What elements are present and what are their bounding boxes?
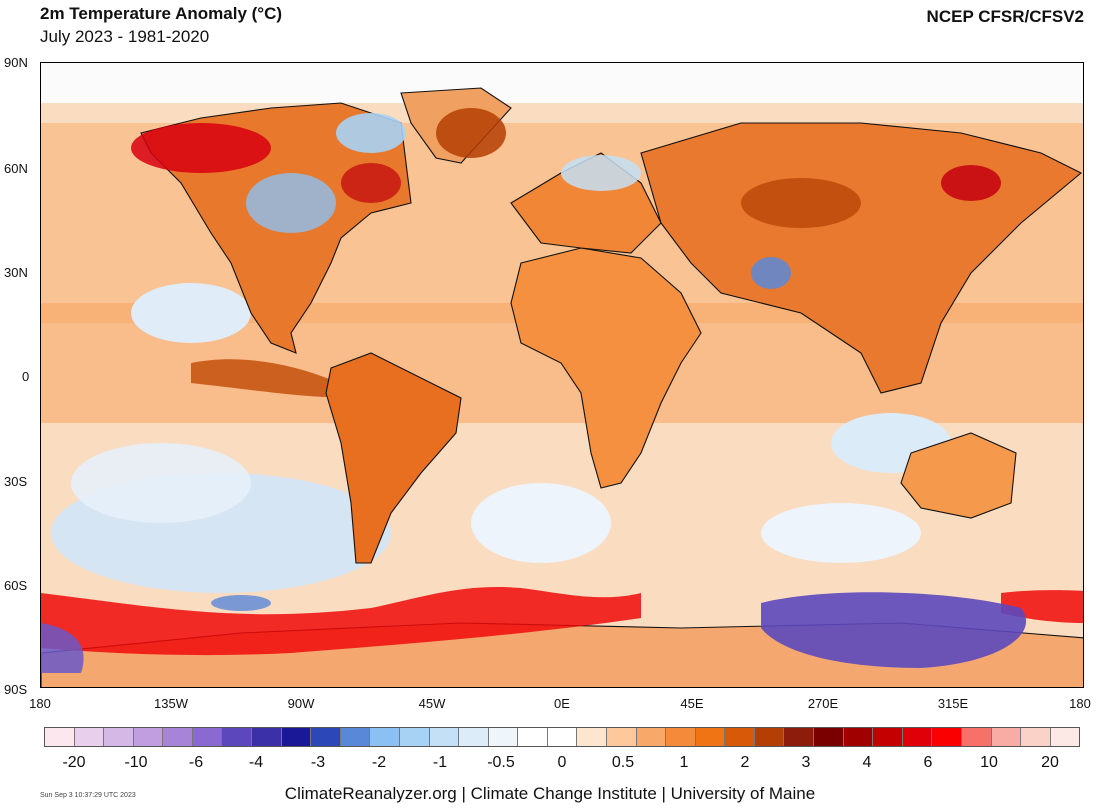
colorbar-swatch <box>74 728 105 746</box>
amundsen-cool <box>211 595 271 611</box>
lat-label-30n: 30N <box>4 265 28 280</box>
lon-label-45e: 45E <box>680 696 704 711</box>
colorbar-swatch <box>311 728 341 746</box>
map-subtitle: July 2023 - 1981-2020 <box>40 27 210 46</box>
colorbar-swatch <box>133 728 164 746</box>
lon-label-0e: 0E <box>554 696 570 711</box>
colorbar-swatch <box>577 728 607 746</box>
australia <box>900 432 1017 519</box>
colorbar-swatch <box>45 728 75 746</box>
colorbar-swatch <box>843 728 874 746</box>
colorbar-label: -20 <box>62 754 86 771</box>
lat-label-30s: 30S <box>4 474 28 489</box>
colorbar-label: 2 <box>740 754 750 771</box>
colorbar-label: -10 <box>124 754 148 771</box>
southern-ocean-red-band-west <box>41 587 641 656</box>
colorbar-label: -6 <box>188 754 204 771</box>
colorbar-label: -1 <box>432 754 448 771</box>
lon-label-45w: 45W <box>418 696 446 711</box>
lon-label-90w: 90W <box>287 696 315 711</box>
lon-label-180-right: 180 <box>1069 696 1091 711</box>
colorbar-swatch <box>370 728 400 746</box>
colorbar-swatch <box>429 728 460 746</box>
colorbar-label: 0.5 <box>611 754 635 771</box>
colorbar-swatch <box>784 728 815 746</box>
colorbar-swatch <box>932 728 962 746</box>
lon-label-180-left: 180 <box>29 696 51 711</box>
render-timestamp: Sun Sep 3 10:37:29 UTC 2023 <box>40 792 136 799</box>
lon-label-135w: 135W <box>154 696 188 711</box>
north-pacific-cool-patch <box>131 283 251 343</box>
lat-label-60s: 60S <box>4 578 28 593</box>
colorbar-swatch <box>666 728 696 746</box>
colorbar-swatch <box>1021 728 1051 746</box>
colorbar-swatch <box>281 728 312 746</box>
colorbar-swatch <box>991 728 1022 746</box>
colorbar-swatch <box>961 728 992 746</box>
colorbar-swatch <box>754 728 785 746</box>
colorbar-swatch <box>547 728 578 746</box>
south-atlantic-cool-patch <box>471 483 611 563</box>
northern-europe-cool <box>561 155 641 191</box>
arctic-region <box>41 63 1083 103</box>
colorbar-swatch <box>695 728 726 746</box>
colorbar-swatch <box>488 728 519 746</box>
colorbar-swatch <box>1050 728 1080 746</box>
colorbar-label: -3 <box>310 754 326 771</box>
lon-label-270e: 270E <box>807 696 839 711</box>
colorbar <box>44 727 1080 747</box>
colorbar-swatch <box>192 728 223 746</box>
colorbar-swatch <box>606 728 637 746</box>
central-asia-warm <box>741 178 861 228</box>
anomaly-map-canvas <box>41 63 1083 687</box>
colorbar-label: 1 <box>679 754 689 771</box>
colorbar-swatch <box>518 728 548 746</box>
credits-line: ClimateReanalyzer.org | Climate Change I… <box>284 784 816 803</box>
colorbar-swatch <box>340 728 371 746</box>
south-asia-cool <box>751 257 791 289</box>
colorbar-label: 3 <box>801 754 811 771</box>
pacific-cool-patch <box>71 443 251 523</box>
lon-label-315e: 315E <box>937 696 969 711</box>
colorbar-swatch <box>814 728 844 746</box>
colorbar-label: -0.5 <box>487 754 515 771</box>
ross-sea-cold <box>41 623 84 673</box>
el-nino-warm-tongue <box>191 359 361 398</box>
south-america <box>325 352 462 564</box>
colorbar-swatch <box>873 728 903 746</box>
data-source-label: NCEP CFSR/CFSV2 <box>926 7 1084 26</box>
colorbar-swatch <box>222 728 253 746</box>
colorbar-swatch <box>399 728 430 746</box>
lat-label-90n: 90N <box>4 55 28 70</box>
east-antarctica-cold <box>761 592 1027 668</box>
colorbar-swatch <box>636 728 667 746</box>
colorbar-swatch <box>252 728 282 746</box>
central-canada-cool <box>246 173 336 233</box>
colorbar-swatch <box>459 728 489 746</box>
northwest-canada-hotspot <box>131 123 271 173</box>
colorbar-label: -4 <box>248 754 264 771</box>
colorbar-swatch <box>163 728 193 746</box>
colorbar-label: -2 <box>371 754 387 771</box>
south-indian-cool-patch <box>761 503 921 563</box>
baffin-cool <box>336 113 406 153</box>
map-title: 2m Temperature Anomaly (°C) <box>40 4 283 23</box>
lat-label-60n: 60N <box>4 161 28 176</box>
colorbar-swatch <box>104 728 134 746</box>
colorbar-swatch <box>725 728 755 746</box>
colorbar-label: 20 <box>1041 754 1059 771</box>
colorbar-label: 10 <box>980 754 998 771</box>
africa <box>510 247 702 489</box>
anomaly-map <box>40 62 1084 688</box>
lat-label-90s: 90S <box>4 682 28 697</box>
colorbar-label: 6 <box>923 754 933 771</box>
east-asia-hotspot <box>941 165 1001 201</box>
colorbar-label: 0 <box>557 754 567 771</box>
colorbar-label: 4 <box>862 754 872 771</box>
greenland-hotspot <box>436 108 506 158</box>
quebec-hotspot <box>341 163 401 203</box>
colorbar-swatch <box>902 728 933 746</box>
lat-label-0: 0 <box>22 369 30 384</box>
